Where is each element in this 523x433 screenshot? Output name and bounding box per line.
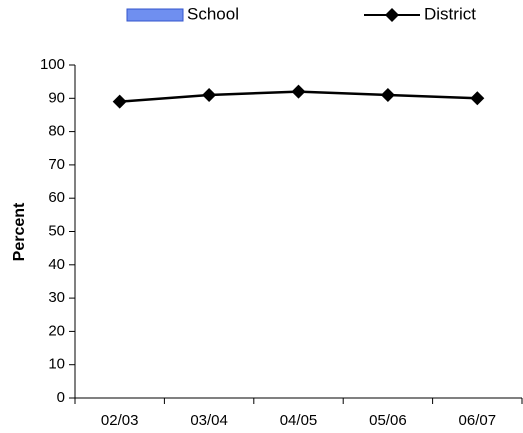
x-tick-label: 03/04	[190, 412, 228, 429]
x-tick-label: 05/06	[369, 412, 407, 429]
point	[291, 84, 306, 99]
legend-marker	[385, 8, 399, 22]
point	[112, 94, 127, 109]
point	[470, 91, 485, 106]
x-tick-label: 04/05	[280, 412, 318, 429]
y-tick-label: 70	[48, 156, 65, 173]
y-tick-label: 0	[57, 389, 65, 406]
legend-label: School	[187, 4, 239, 23]
y-axis-label: Percent	[11, 202, 28, 261]
y-tick-label: 40	[48, 256, 65, 273]
y-tick-label: 100	[40, 56, 65, 73]
y-tick-label: 80	[48, 123, 65, 140]
legend-swatch	[126, 8, 184, 22]
point	[380, 87, 395, 102]
x-tick-label: 06/07	[459, 412, 497, 429]
point	[202, 87, 217, 102]
legend-label: District	[424, 4, 476, 23]
y-tick-label: 30	[48, 289, 65, 306]
y-tick-label: 20	[48, 322, 65, 339]
y-tick-label: 60	[48, 189, 65, 206]
y-tick-label: 90	[48, 89, 65, 106]
y-tick-label: 10	[48, 356, 65, 373]
y-tick-label: 50	[48, 222, 65, 239]
x-tick-label: 02/03	[101, 412, 139, 429]
